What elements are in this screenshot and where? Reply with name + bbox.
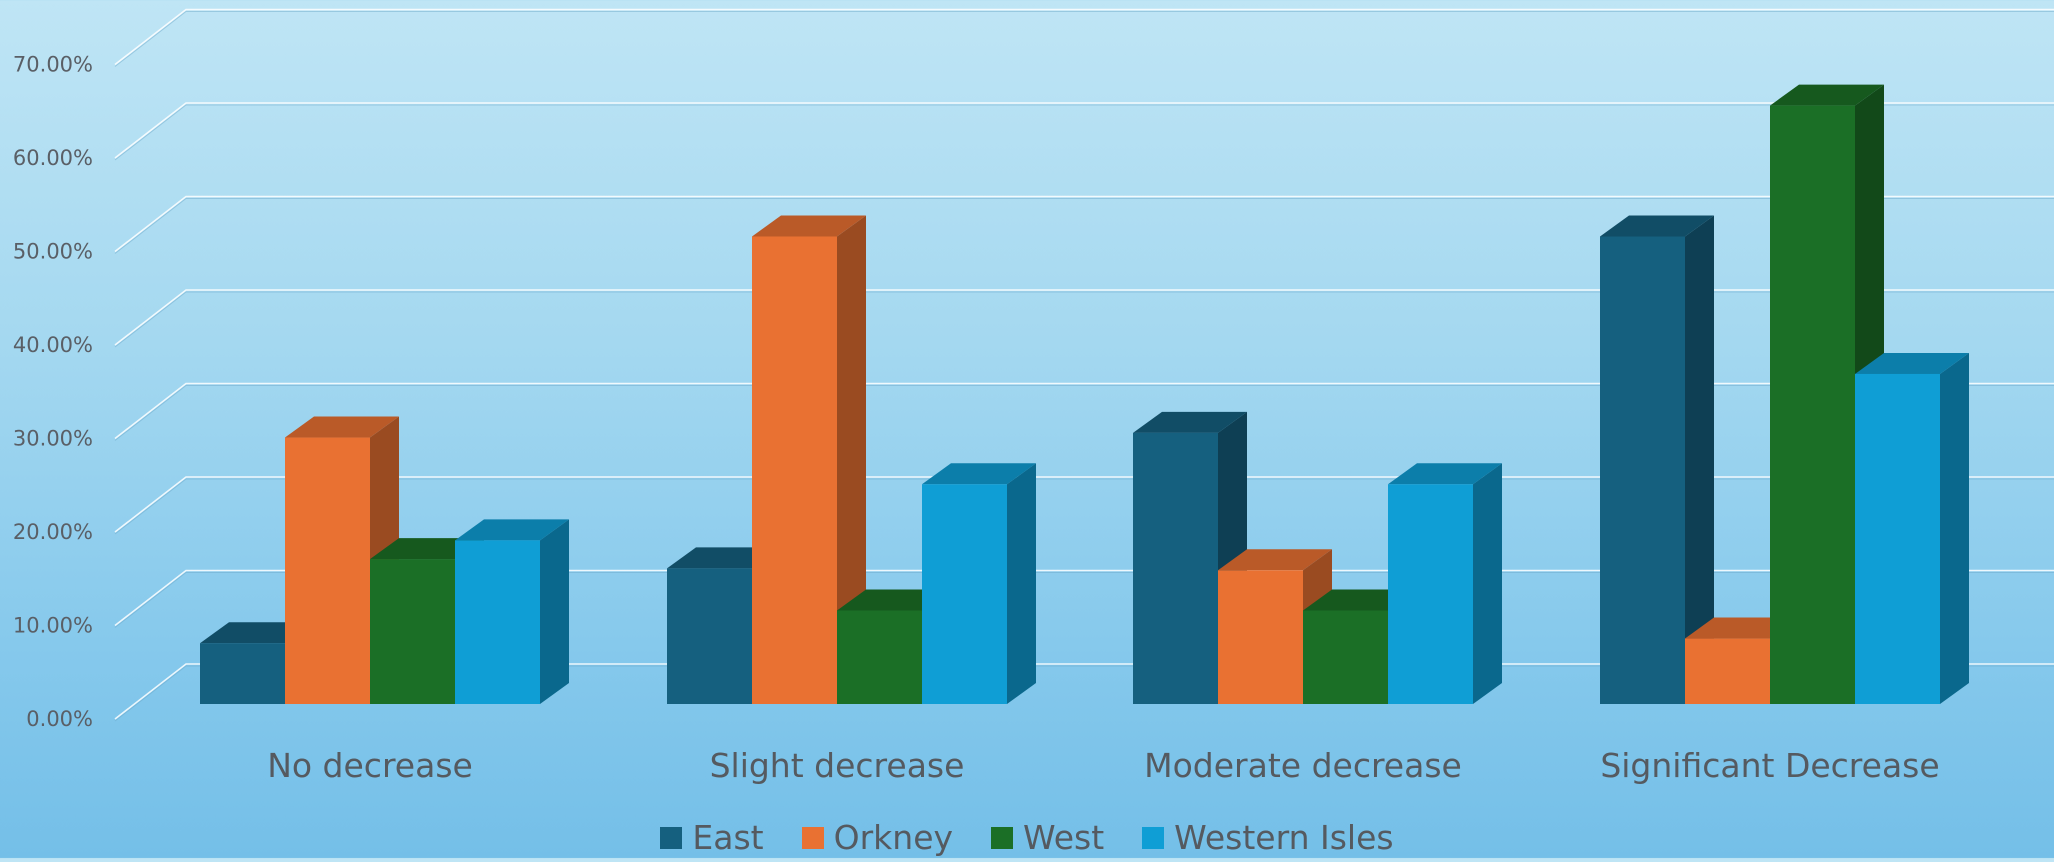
bar — [455, 519, 569, 704]
gridline-shadow — [114, 478, 2054, 535]
bar-top — [455, 519, 569, 541]
bar-front — [837, 610, 922, 704]
bar-side — [1940, 352, 1969, 704]
bar-front — [667, 568, 752, 704]
bar-front — [1600, 236, 1685, 704]
legend-swatch — [991, 826, 1014, 849]
x-tick-label: No decrease — [267, 746, 473, 785]
bar — [1600, 215, 1714, 704]
bar-front — [1133, 432, 1218, 704]
bar-top — [1600, 215, 1714, 237]
bar-top — [1218, 549, 1332, 571]
gridline-shadow — [114, 104, 2054, 161]
y-axis-ticks: 0.00% 10.00% 20.00% 30.00% 40.00% 50.00% 60.00… — [13, 53, 93, 732]
bar — [1388, 463, 1502, 704]
bar-front — [1855, 373, 1940, 704]
bar-front — [1218, 570, 1303, 704]
gridline — [114, 382, 2054, 440]
bar-front — [752, 236, 837, 704]
gridline — [114, 289, 2054, 346]
legend-item: West — [991, 818, 1104, 857]
gridline-shadow — [114, 291, 2054, 348]
y-tick-label: 30.00% — [13, 427, 93, 451]
gridline — [114, 195, 2054, 253]
bar-front — [1685, 638, 1770, 704]
bar-top — [752, 215, 866, 237]
x-tick-label: Slight decrease — [710, 746, 965, 785]
y-tick-label: 60.00% — [13, 146, 93, 170]
bar-side — [1685, 215, 1714, 704]
legend-label: Western Isles — [1174, 818, 1394, 857]
gridline-shadow — [114, 198, 2054, 254]
bar-side — [837, 215, 866, 704]
x-axis-ticks: No decrease Slight decrease Moderate decre… — [267, 746, 1940, 785]
bar-top — [1770, 84, 1884, 106]
gridline-shadow — [114, 11, 2054, 67]
gridline — [114, 476, 2054, 533]
bar-front — [200, 643, 285, 704]
bar-top — [1855, 352, 1969, 374]
bars — [200, 84, 1969, 705]
y-tick-label: 0.00% — [26, 707, 93, 731]
legend-swatch — [801, 826, 824, 849]
legend-item: Western Isles — [1142, 818, 1394, 857]
legend-label: Orkney — [833, 818, 954, 857]
legend-label: East — [692, 818, 764, 857]
bar-front — [455, 540, 540, 704]
y-tick-label: 70.00% — [13, 53, 93, 77]
x-tick-label: Significant Decrease — [1600, 746, 1939, 785]
legend-swatch — [1142, 826, 1165, 849]
bar-front — [285, 437, 370, 704]
y-tick-label: 50.00% — [13, 240, 93, 264]
legend-swatch — [660, 826, 683, 849]
bar — [1855, 352, 1969, 704]
bar — [752, 215, 866, 704]
bar-top — [922, 463, 1036, 485]
y-tick-label: 10.00% — [13, 614, 93, 638]
gridline — [114, 102, 2054, 159]
legend: East Orkney West Western Isles — [0, 818, 2054, 857]
legend-item: East — [660, 818, 764, 857]
bar — [1133, 411, 1247, 704]
bar-side — [1007, 463, 1036, 704]
gridline — [114, 8, 2054, 66]
bar-front — [370, 559, 455, 704]
legend-item: Orkney — [801, 818, 954, 857]
bar-side — [1473, 463, 1502, 704]
x-tick-label: Moderate decrease — [1144, 746, 1462, 785]
bar-top — [1388, 463, 1502, 485]
legend-label: West — [1023, 818, 1105, 857]
bar — [285, 416, 399, 704]
bar — [922, 463, 1036, 704]
gridline-shadow — [114, 385, 2054, 441]
bar-front — [1303, 610, 1388, 704]
bar-side — [540, 519, 569, 704]
y-tick-label: 40.00% — [13, 333, 93, 357]
bar-front — [1770, 105, 1855, 705]
bar-front — [1388, 484, 1473, 704]
gridlines — [114, 8, 2054, 722]
bar-front — [922, 484, 1007, 704]
bar-top — [285, 416, 399, 438]
y-tick-label: 20.00% — [13, 520, 93, 544]
bar-top — [1133, 411, 1247, 433]
